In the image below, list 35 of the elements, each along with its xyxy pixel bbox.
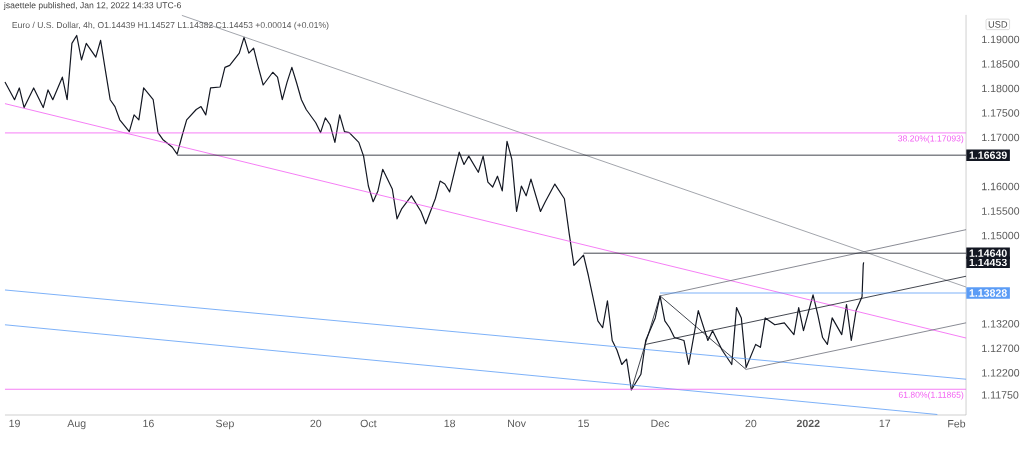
y-tick-label: 1.19000 <box>982 35 1020 44</box>
ref-line-label: 61.80%(1.11865) <box>898 391 964 400</box>
y-tick-label: 1.15000 <box>982 231 1020 240</box>
x-tick-label: 16 <box>143 419 154 428</box>
x-tick-label: Aug <box>67 419 86 430</box>
y-tick-label: 1.12200 <box>982 369 1020 377</box>
x-tick-label: Dec <box>651 419 670 428</box>
y-tick-label: 1.18500 <box>982 60 1020 68</box>
y-tick-label: 1.16000 <box>982 182 1020 191</box>
series-label: 1.13828 <box>969 289 1007 297</box>
x-tick-label: 15 <box>578 419 589 428</box>
y-tick-label: 1.13200 <box>982 320 1020 328</box>
y-tick-label: 1.18000 <box>982 84 1020 93</box>
ref-line-label: 38.20%(1.17093) <box>898 135 964 144</box>
x-tick-label: Oct <box>360 419 377 428</box>
y-tick-label: 1.11750 <box>982 391 1019 399</box>
y-axis-title: USD <box>988 21 1008 28</box>
x-tick-label: 2022 <box>796 419 820 428</box>
y-tick-label: 1.12700 <box>982 344 1020 353</box>
x-tick-label: 17 <box>879 419 891 428</box>
text: Euro / U.S. Dollar, 4h, O1.14439 H1.14527 L1.14382 C1.14453 +0.00014 (+0.01%) <box>12 21 329 30</box>
x-tick-label: 18 <box>444 419 456 428</box>
x-tick-label: 19 <box>9 419 20 428</box>
x-tick-label: 20 <box>745 419 757 428</box>
y-tick-label: 1.17500 <box>982 109 1020 117</box>
series-label: 1.16639 <box>969 151 1007 160</box>
x-tick-label: 20 <box>310 419 322 428</box>
x-tick-label: Nov <box>508 419 526 428</box>
y-tick-label: 1.17000 <box>982 133 1020 142</box>
series-label: 1.14640 <box>969 249 1007 258</box>
x-tick-label: Sep <box>215 419 234 430</box>
text: jsaettele published, Jan 12, 2022 14:33 UTC-6 <box>3 2 181 11</box>
legend-label: 1.14453 <box>969 258 1007 267</box>
x-tick-label: Feb <box>948 419 966 428</box>
y-tick-label: 1.15500 <box>982 207 1020 215</box>
